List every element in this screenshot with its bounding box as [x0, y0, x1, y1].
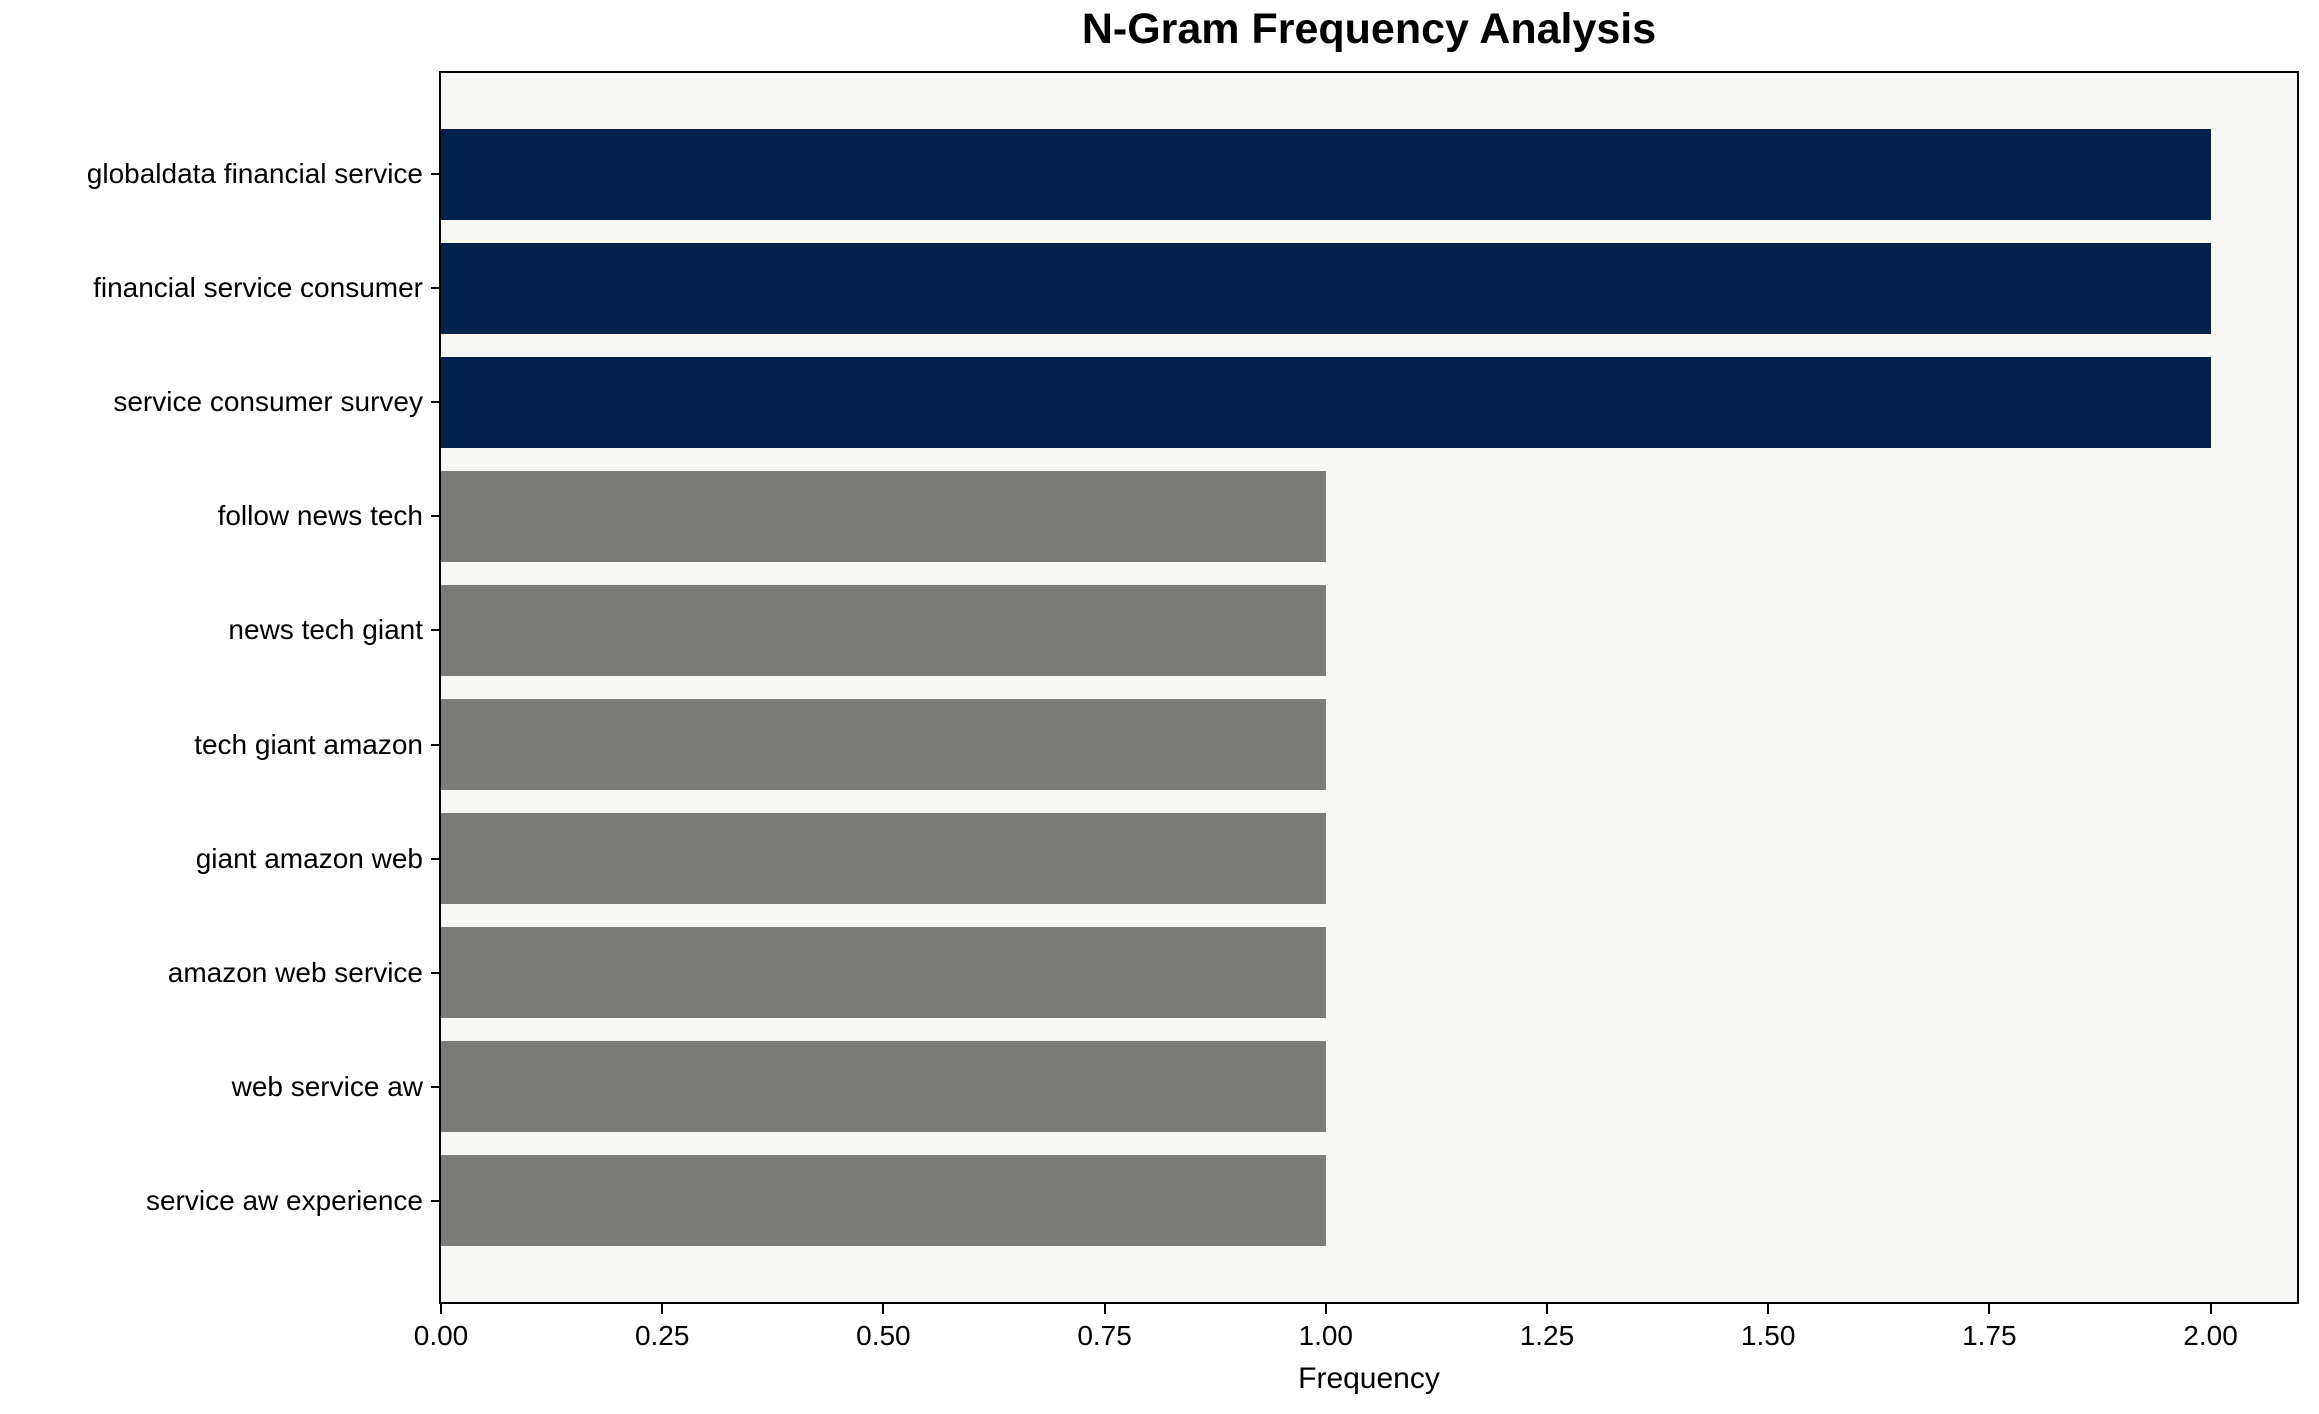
y-axis-tick-mark: [431, 515, 439, 518]
bar-track: [441, 345, 2299, 459]
x-axis-tick-label: 1.25: [1519, 1320, 1575, 1351]
x-axis-tick-label: 0.50: [856, 1320, 911, 1351]
bar-row: news tech giant: [0, 573, 2319, 687]
x-axis-tick-label: 1.00: [1298, 1320, 1354, 1351]
bar: [441, 128, 2211, 220]
y-axis-tick-mark: [431, 743, 439, 746]
y-axis-tick-mark: [431, 401, 439, 404]
bar-track: [441, 1030, 2299, 1144]
bar: [441, 927, 1326, 1019]
bar-row: giant amazon web: [0, 802, 2319, 916]
y-axis-tick-label: news tech giant: [228, 614, 423, 646]
x-axis-tick-mark: [1545, 1304, 1548, 1314]
x-axis-tick-mark: [1103, 1304, 1106, 1314]
bar-track: [441, 459, 2299, 573]
bar-row: financial service consumer: [0, 231, 2319, 345]
bar: [441, 470, 1326, 562]
x-axis-tick-mark: [440, 1304, 442, 1314]
y-axis-tick-label: financial service consumer: [93, 272, 423, 304]
bar-track: [441, 117, 2299, 231]
x-axis-label: Frequency: [1298, 1362, 1440, 1395]
x-axis-tick-mark: [2209, 1304, 2212, 1314]
bar: [441, 813, 1326, 905]
bar-track: [441, 916, 2299, 1030]
y-axis-tick-label: amazon web service: [167, 956, 423, 988]
x-axis-tick-mark: [661, 1304, 664, 1314]
y-axis-tick-label: web service aw: [231, 1070, 423, 1102]
x-axis-tick-label: 0.75: [1077, 1320, 1132, 1351]
y-axis-tick-label: globaldata financial service: [86, 158, 423, 190]
chart-title: N-Gram Frequency Analysis: [1081, 5, 1657, 53]
y-axis-tick-mark: [431, 629, 439, 632]
x-axis-tick-label: 1.75: [1962, 1320, 2017, 1351]
y-axis-tick-mark: [431, 287, 439, 290]
bar: [441, 1041, 1326, 1133]
bar-row: tech giant amazon: [0, 687, 2319, 801]
bar-row: web service aw: [0, 1030, 2319, 1144]
x-axis-tick-label: 0.00: [413, 1320, 469, 1351]
y-axis-tick-label: tech giant amazon: [194, 728, 423, 760]
y-axis-tick-label: service consumer survey: [113, 386, 423, 418]
bar-track: [441, 1144, 2299, 1258]
y-axis-tick-mark: [431, 1199, 439, 1202]
bar: [441, 356, 2211, 448]
bar-track: [441, 573, 2299, 687]
y-axis-tick-label: giant amazon web: [195, 842, 423, 874]
bar-track: [441, 231, 2299, 345]
bar: [441, 1155, 1326, 1247]
bar-row: globaldata financial service: [0, 117, 2319, 231]
x-axis-tick-mark: [1988, 1304, 1991, 1314]
bar: [441, 242, 2211, 334]
y-axis-tick-label: follow news tech: [217, 500, 423, 532]
x-axis-tick-label: 1.50: [1740, 1320, 1796, 1351]
y-axis-tick-mark: [431, 173, 439, 176]
bar-track: [441, 687, 2299, 801]
x-axis-tick-label: 2.00: [2183, 1320, 2238, 1351]
x-axis-tick-mark: [1767, 1304, 1770, 1314]
bar: [441, 699, 1326, 791]
bar-rows-container: globaldata financial service financial se…: [0, 71, 2319, 1304]
bar-row: service aw experience: [0, 1144, 2319, 1258]
bar-row: follow news tech: [0, 459, 2319, 573]
x-axis-tick-label: 0.25: [634, 1320, 690, 1351]
y-axis-tick-label: service aw experience: [145, 1184, 423, 1216]
bar-track: [441, 802, 2299, 916]
y-axis-tick-mark: [431, 857, 439, 860]
y-axis-tick-mark: [431, 1085, 439, 1088]
bar-row: amazon web service: [0, 916, 2319, 1030]
bar-row: service consumer survey: [0, 345, 2319, 459]
x-axis-tick-mark: [1324, 1304, 1327, 1314]
y-axis-tick-mark: [431, 971, 439, 974]
bar: [441, 584, 1326, 676]
x-axis-tick-mark: [882, 1304, 885, 1314]
